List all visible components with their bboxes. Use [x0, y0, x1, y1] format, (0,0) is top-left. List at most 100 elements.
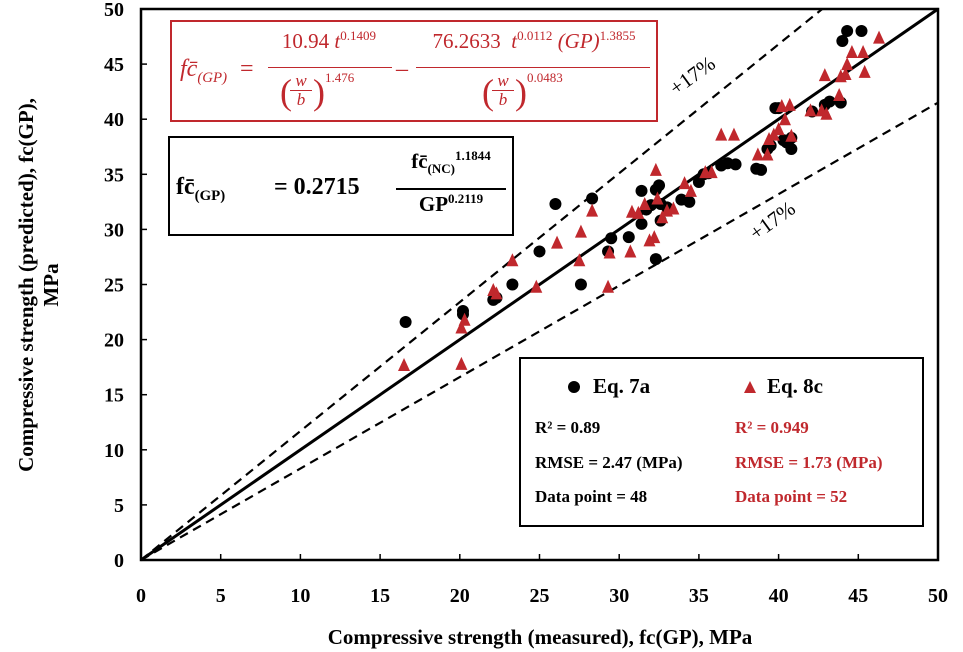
- eq8c-data-point: [624, 244, 637, 258]
- eq8c-data-point: [586, 203, 599, 217]
- eq8c-data-point-count: Data point = 52: [735, 487, 848, 506]
- legend-circle-marker: [568, 381, 580, 393]
- eq7a-data-point: [823, 95, 836, 108]
- eq7a-rmse: RMSE = 2.47 (MPa): [535, 453, 683, 472]
- equation-eq8c-term2-numerator: 76.2633 t0.0112 (GP)1.3855: [432, 28, 636, 53]
- eq8c-data-point: [398, 357, 411, 371]
- eq8c-data-point: [858, 64, 871, 78]
- identity-reference-line: [140, 7, 939, 562]
- equation-eq8c-term1-exp: 1.476: [325, 70, 355, 85]
- eq7a-data-point: [785, 142, 798, 155]
- y-tick-label: 50: [104, 0, 124, 21]
- y-tick-label: 35: [104, 164, 124, 186]
- eq8c-data-point: [638, 197, 651, 211]
- x-tick-label: 5: [216, 585, 226, 607]
- equation-eq7a-numerator: fc̄(NC)1.1844: [411, 148, 491, 177]
- eq8c-data-point: [490, 286, 503, 300]
- lower-reference-line: [140, 101, 939, 561]
- eq7a-data-point: [605, 232, 618, 245]
- equation-eq8c-minus: –: [396, 56, 408, 82]
- eq8c-data-point: [574, 224, 587, 238]
- eq7a-r2: R² = 0.89: [535, 418, 601, 437]
- x-tick-label: 40: [769, 585, 789, 607]
- eq7a-data-point: [635, 217, 648, 230]
- x-tick-label: 25: [530, 585, 550, 607]
- y-tick-label: 5: [114, 495, 124, 517]
- eq8c-data-point: [705, 165, 718, 179]
- eq7a-data-point: [729, 158, 742, 171]
- equation-eq7a-denominator: GP0.2119: [418, 191, 484, 216]
- x-tick-label: 30: [609, 585, 629, 607]
- eq8c-data-point: [643, 233, 656, 247]
- equation-eq8c-term2-exp: 0.0483: [527, 70, 563, 85]
- eq8c-data-point: [772, 122, 785, 136]
- eq8c-data-point: [833, 87, 846, 101]
- equation-eq8c-term1-numerator: 10.94 t0.1409: [281, 28, 377, 53]
- x-tick-label: 0: [136, 585, 146, 607]
- eq8c-data-point: [841, 57, 854, 71]
- eq8c-data-point: [715, 127, 728, 141]
- legend-triangle-marker: [744, 381, 756, 393]
- eq7a-data-point: [841, 25, 854, 38]
- eq8c-data-point: [751, 147, 764, 161]
- eq8c-data-point: [684, 183, 697, 197]
- eq7a-data-point: [574, 278, 587, 291]
- eq7a-data-point: [755, 163, 768, 176]
- eq8c-data-point: [603, 245, 616, 259]
- eq8c-data-point: [648, 230, 661, 244]
- eq8c-data-point: [551, 235, 564, 249]
- eq7a-data-point: [506, 278, 519, 291]
- lower-band-label: +17%: [745, 196, 800, 245]
- y-axis-title-line1: Compressive strength (predicted), fc(GP)…: [14, 98, 38, 472]
- eq8c-data-point: [649, 162, 662, 176]
- eq8c-data-point: [804, 103, 817, 117]
- eq8c-rmse: RMSE = 1.73 (MPa): [735, 453, 883, 472]
- eq8c-data-point: [818, 68, 831, 82]
- x-tick-label: 35: [689, 585, 709, 607]
- eq7a-data-point: [855, 25, 868, 38]
- y-axis-ticks: 0 5 10 15 20 25 30 35 40 45 50: [104, 0, 147, 572]
- upper-reference-line: [140, 8, 823, 561]
- equation-eq8c-equals: =: [240, 56, 254, 82]
- eq8c-data-point: [839, 67, 852, 81]
- legend-eq7a-label: Eq. 7a: [593, 374, 651, 398]
- y-tick-label: 30: [104, 219, 124, 241]
- eq7a-data-point: [456, 304, 469, 317]
- equation-eq8c-lhs: fc̄(GP): [180, 56, 228, 86]
- reference-lines: [140, 7, 939, 562]
- eq7a-data-point: [586, 192, 599, 205]
- x-tick-label: 45: [848, 585, 868, 607]
- eq8c-data-point: [678, 176, 691, 190]
- equation-eq7a-box: fc̄(GP) = 0.2715 fc̄(NC)1.1844 GP0.2119: [168, 136, 514, 236]
- y-tick-label: 0: [114, 550, 124, 572]
- eq8c-data-point: [602, 279, 615, 293]
- eq7a-data-point: [836, 34, 849, 47]
- eq8c-data-point: [656, 210, 669, 224]
- eq8c-data-point: [778, 112, 791, 126]
- eq8c-data-point: [455, 320, 468, 334]
- eq8c-data-point: [873, 30, 886, 44]
- eq7a-data-point: [649, 253, 662, 266]
- y-tick-label: 15: [104, 385, 124, 407]
- y-tick-label: 20: [104, 330, 124, 352]
- eq8c-r2: R² = 0.949: [735, 418, 809, 437]
- upper-band-label: +17%: [665, 51, 720, 100]
- eq8c-data-point: [632, 205, 645, 219]
- eq8c-data-point: [506, 253, 519, 267]
- eq8c-data-point: [651, 191, 664, 205]
- eq8c-data-point: [785, 128, 798, 142]
- eq8c-data-point: [455, 356, 468, 370]
- x-axis-ticks: 0 5 10 15 20 25 30 35 40 45 50: [136, 554, 948, 607]
- legend: Eq. 7a Eq. 8c R² = 0.89 R² = 0.949 RMSE …: [519, 357, 924, 527]
- equation-eq7a-coefficient: = 0.2715: [274, 174, 360, 200]
- y-tick-label: 45: [104, 54, 124, 76]
- eq8c-data-point: [783, 97, 796, 111]
- x-axis-title: Compressive strength (measured), fc(GP),…: [328, 625, 753, 649]
- eq8c-data-point: [530, 279, 543, 293]
- eq7a-data-point: [622, 231, 635, 244]
- y-tick-label: 25: [104, 275, 124, 297]
- eq8c-data-point: [573, 253, 586, 267]
